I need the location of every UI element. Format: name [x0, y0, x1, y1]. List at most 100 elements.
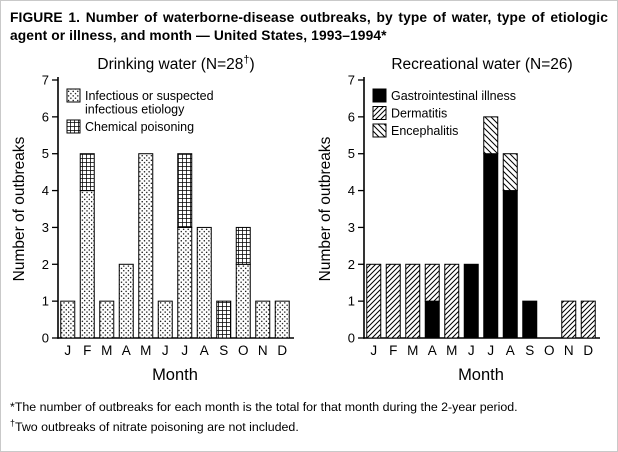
- month-label: J: [468, 343, 475, 358]
- bar-segment-dots: [99, 301, 115, 339]
- month-label: J: [162, 343, 169, 358]
- x-axis-title: Month: [152, 366, 198, 384]
- drinking-water-title-close: ): [249, 56, 255, 74]
- bar-segment-diag-up: [424, 264, 440, 303]
- bar-segment-diag-up: [580, 301, 596, 339]
- month-label: J: [487, 343, 494, 358]
- bar-segment-dots: [157, 301, 173, 339]
- month-label: N: [258, 343, 268, 358]
- bar-segment-diag-up: [444, 264, 460, 339]
- y-tick-label: 6: [348, 110, 355, 125]
- y-tick-label: 1: [348, 294, 355, 309]
- month-label: D: [583, 343, 593, 358]
- legend-label: Gastrointestinal illness: [391, 89, 516, 103]
- bar-segment-dots: [118, 264, 134, 339]
- bar-segment-diag-up: [366, 264, 382, 339]
- footnote-nitrate-text: Two outbreaks of nitrate poisoning are n…: [14, 420, 299, 435]
- month-label: M: [101, 343, 112, 358]
- y-tick-label: 7: [348, 74, 355, 88]
- bar-segment-dots: [255, 301, 271, 339]
- figure-title: FIGURE 1. Number of waterborne-disease o…: [10, 10, 608, 44]
- asterisk-marker: *: [10, 400, 15, 415]
- bar-segment-dots: [177, 227, 193, 339]
- month-label: A: [122, 343, 131, 358]
- y-tick-label: 6: [42, 110, 49, 125]
- footnotes: *The number of outbreaks for each month …: [10, 399, 608, 436]
- legend-swatch: [372, 88, 387, 103]
- bar-segment-solid: [502, 190, 518, 339]
- bar-segment-grid: [216, 301, 232, 339]
- bar-segment-diag-up: [561, 301, 577, 339]
- y-axis-title: Number of outbreaks: [11, 137, 28, 282]
- month-label: N: [564, 343, 574, 358]
- month-label: J: [64, 343, 71, 358]
- bar-segment-dots: [196, 227, 212, 339]
- bar-segment-diag-up: [405, 264, 421, 339]
- month-label: O: [238, 343, 249, 358]
- bar-segment-dots: [138, 153, 154, 339]
- footnote-nitrate: †Two outbreaks of nitrate poisoning are …: [10, 417, 608, 437]
- month-label: A: [428, 343, 437, 358]
- bar-segment-grid: [79, 153, 95, 192]
- month-label: F: [389, 343, 397, 358]
- y-tick-label: 0: [348, 331, 355, 346]
- y-tick-label: 3: [42, 220, 49, 235]
- recreational-water-title-text: Recreational water (N=26): [391, 56, 573, 74]
- y-tick-label: 7: [42, 74, 49, 88]
- x-axis-title: Month: [458, 366, 504, 384]
- month-label: J: [181, 343, 188, 358]
- bar-segment-solid: [463, 264, 479, 339]
- bar-segment-dots: [235, 264, 251, 339]
- month-label: M: [140, 343, 151, 358]
- month-label: M: [446, 343, 457, 358]
- month-label: M: [407, 343, 418, 358]
- month-label: D: [277, 343, 287, 358]
- footnote-period-text: The number of outbreaks for each month i…: [14, 400, 518, 415]
- bar-segment-dots: [79, 190, 95, 339]
- dagger-superscript: †: [243, 54, 250, 67]
- y-tick-label: 3: [348, 220, 355, 235]
- bar-segment-diag-up: [385, 264, 401, 339]
- recreational-water-title: Recreational water (N=26): [316, 54, 614, 74]
- dagger-marker: †: [10, 418, 15, 429]
- month-label: S: [525, 343, 534, 358]
- bar-segment-diag-down: [483, 116, 499, 155]
- y-tick-label: 5: [42, 147, 49, 162]
- y-tick-label: 0: [42, 331, 49, 346]
- month-label: A: [200, 343, 209, 358]
- month-label: J: [370, 343, 377, 358]
- legend-label: Infectious or suspected: [85, 89, 214, 103]
- month-label: A: [506, 343, 515, 358]
- y-tick-label: 2: [42, 257, 49, 272]
- bar-segment-grid: [235, 227, 251, 266]
- bar-segment-solid: [522, 301, 538, 339]
- month-label: F: [83, 343, 91, 358]
- y-tick-label: 4: [348, 183, 355, 198]
- y-tick-label: 2: [348, 257, 355, 272]
- drinking-water-title: Drinking water (N=28†): [10, 54, 308, 74]
- bar-segment-dots: [274, 301, 290, 339]
- legend-label: infectious etiology: [85, 103, 185, 117]
- month-label: S: [219, 343, 228, 358]
- legend-swatch: [372, 123, 387, 138]
- bar-segment-grid: [177, 153, 193, 229]
- legend-swatch: [372, 106, 387, 121]
- y-tick-label: 5: [348, 147, 355, 162]
- footnote-period: *The number of outbreaks for each month …: [10, 399, 608, 417]
- legend-label: Encephalitis: [391, 124, 458, 138]
- month-label: O: [544, 343, 555, 358]
- bar-segment-solid: [424, 301, 440, 339]
- bar-segment-solid: [483, 153, 499, 339]
- y-tick-label: 4: [42, 183, 49, 198]
- legend-swatch: [66, 88, 81, 103]
- bar-segment-dots: [60, 301, 76, 339]
- drinking-water-title-text: Drinking water (N=28: [97, 56, 244, 74]
- legend-label: Chemical poisoning: [85, 120, 194, 134]
- legend-label: Dermatitis: [391, 107, 447, 121]
